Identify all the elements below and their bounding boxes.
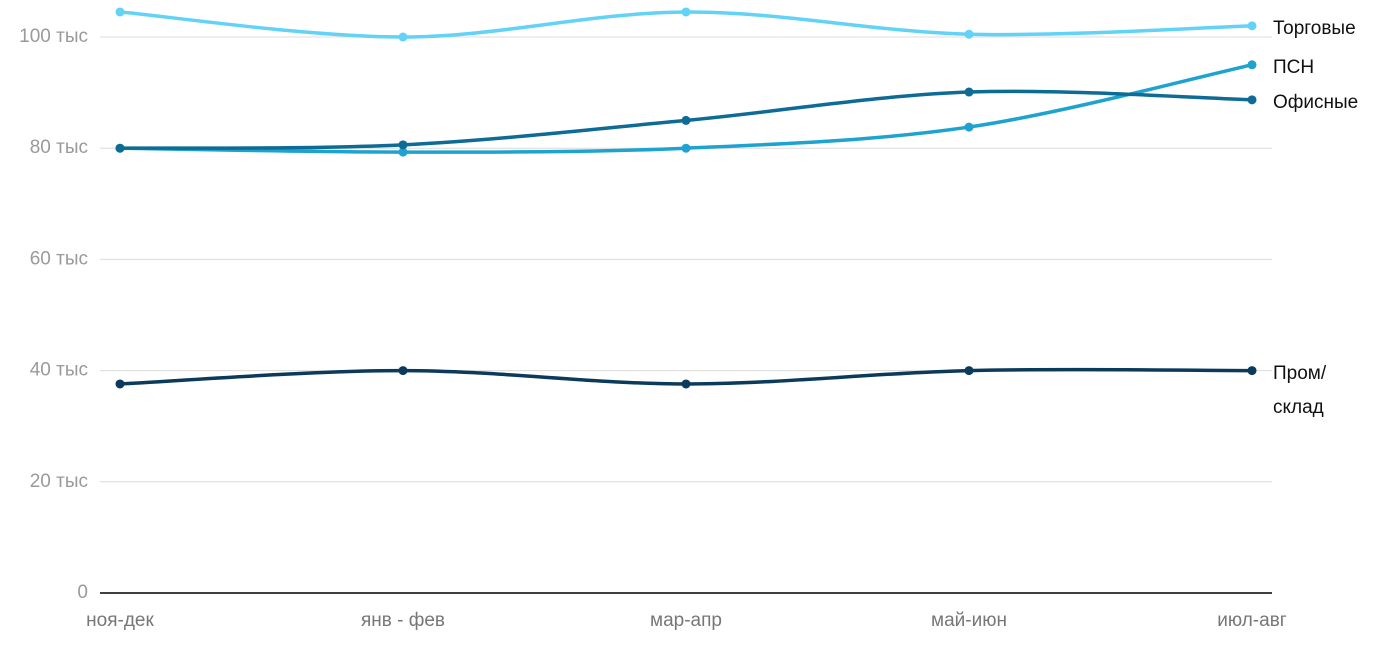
data-point <box>115 379 125 389</box>
x-tick-label: янв - фев <box>361 610 445 631</box>
data-point <box>398 366 408 376</box>
data-point <box>398 140 408 150</box>
data-point <box>964 122 974 132</box>
data-point <box>964 87 974 97</box>
y-tick-label: 80 тыс <box>30 137 88 158</box>
x-tick-label: июл-авг <box>1217 610 1287 631</box>
x-tick-label: мар-апр <box>650 610 722 631</box>
series-label: Пром/ склад <box>1273 362 1327 418</box>
series-label: Офисные <box>1273 91 1359 113</box>
data-point <box>1247 366 1257 376</box>
series-line <box>119 63 1253 154</box>
data-point <box>1247 21 1257 31</box>
x-tick-label: май-июн <box>931 610 1007 631</box>
data-point <box>681 115 691 125</box>
y-tick-label: 20 тыс <box>30 471 88 492</box>
data-point <box>681 7 691 17</box>
data-point <box>115 7 125 17</box>
x-tick-label: ноя-дек <box>86 610 154 631</box>
data-point <box>1247 60 1257 70</box>
series-label: ПСН <box>1273 56 1315 78</box>
data-point <box>964 29 974 39</box>
data-point <box>115 143 125 153</box>
data-point <box>1247 95 1257 105</box>
data-point <box>398 147 408 157</box>
data-point <box>398 32 408 42</box>
y-tick-label: 100 тыс <box>19 26 88 47</box>
data-point <box>681 379 691 389</box>
y-tick-label: 0 <box>77 582 88 603</box>
series-label: Торговые <box>1273 17 1356 39</box>
y-tick-label: 40 тыс <box>30 360 88 381</box>
data-point <box>681 143 691 153</box>
y-tick-label: 60 тыс <box>30 248 88 269</box>
data-point <box>964 366 974 376</box>
